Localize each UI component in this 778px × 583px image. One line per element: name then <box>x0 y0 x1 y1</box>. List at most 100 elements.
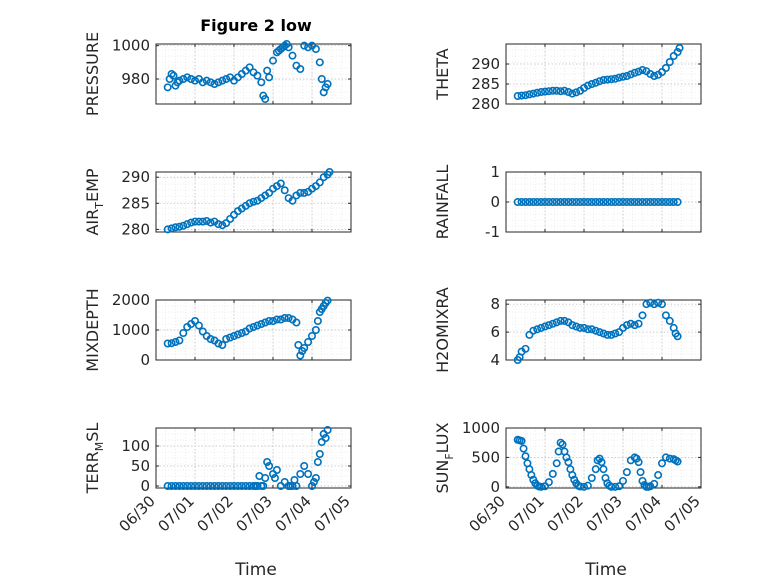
data-point <box>315 178 324 187</box>
data-point <box>579 198 588 207</box>
y-tick-label: 1000 <box>462 419 500 437</box>
data-point <box>583 81 592 90</box>
data-point <box>194 321 203 330</box>
data-point <box>595 198 604 207</box>
data-point <box>646 298 655 307</box>
data-point <box>171 223 180 232</box>
x-tick-label: 07/03 <box>583 492 626 535</box>
data-point <box>280 313 289 322</box>
data-point <box>544 87 553 96</box>
data-point <box>513 198 522 207</box>
data-point <box>313 316 322 325</box>
data-point <box>276 315 285 324</box>
data-point <box>222 481 231 490</box>
data-point <box>560 86 569 95</box>
data-point <box>198 481 207 490</box>
data-point <box>597 458 606 467</box>
data-point <box>521 198 530 207</box>
data-point <box>263 66 272 75</box>
data-point <box>237 481 246 490</box>
data-point <box>611 482 620 491</box>
data-point <box>272 315 281 324</box>
data-point <box>552 459 561 468</box>
y-tick-label: 280 <box>121 220 150 238</box>
data-point <box>175 76 184 85</box>
data-point <box>622 72 631 81</box>
data-point <box>226 333 235 342</box>
data-point <box>595 77 604 86</box>
data-point <box>630 321 639 330</box>
data-point <box>646 198 655 207</box>
data-point <box>230 481 239 490</box>
data-point <box>202 217 211 226</box>
data-point <box>634 319 643 328</box>
data-point <box>323 296 332 305</box>
y-tick-label: 2000 <box>112 291 150 309</box>
data-point <box>630 198 639 207</box>
data-point <box>579 482 588 491</box>
data-point <box>572 88 581 97</box>
data-point <box>222 75 231 84</box>
data-point <box>615 482 624 491</box>
data-point <box>521 91 530 100</box>
data-point <box>638 311 647 320</box>
chart-title: Figure 2 low <box>200 16 312 35</box>
data-point <box>595 328 604 337</box>
y-axis-label: THETA <box>433 48 452 100</box>
data-point <box>661 198 670 207</box>
data-point <box>603 330 612 339</box>
data-point <box>654 298 663 307</box>
data-point <box>560 198 569 207</box>
data-point <box>307 481 316 490</box>
data-point <box>657 459 666 468</box>
data-point <box>187 218 196 227</box>
data-point <box>300 188 309 197</box>
x-tick-label: 06/30 <box>116 492 159 535</box>
data-point <box>300 343 309 352</box>
data-point <box>183 73 192 82</box>
data-point <box>187 481 196 490</box>
data-point <box>187 75 196 84</box>
data-point <box>525 198 534 207</box>
data-point <box>527 471 536 480</box>
data-point <box>265 461 274 470</box>
data-point <box>288 51 297 60</box>
data-point <box>564 88 573 97</box>
data-point <box>591 465 600 474</box>
data-point <box>321 433 330 442</box>
data-point <box>548 198 557 207</box>
data-point <box>540 322 549 331</box>
data-point <box>294 340 303 349</box>
data-point <box>552 198 561 207</box>
axes-box <box>505 299 702 361</box>
data-point <box>533 198 542 207</box>
data-point <box>537 323 546 332</box>
y-axis-label: PRESSURE <box>83 32 102 116</box>
data-point <box>533 325 542 334</box>
y-tick-label: 500 <box>471 448 500 466</box>
x-tick-label: 06/30 <box>466 492 509 535</box>
data-point <box>245 63 254 72</box>
data-point <box>576 323 585 332</box>
y-tick-label: 8 <box>490 295 500 313</box>
data-point <box>272 465 281 474</box>
y-tick-label: 100 <box>121 437 150 455</box>
data-point <box>179 328 188 337</box>
data-point <box>572 322 581 331</box>
data-point <box>661 453 670 462</box>
y-tick-label: 280 <box>471 95 500 113</box>
data-point <box>576 482 585 491</box>
data-point <box>529 326 538 335</box>
data-point <box>556 316 565 325</box>
data-point <box>665 316 674 325</box>
data-point <box>587 80 596 89</box>
data-point <box>257 78 266 87</box>
data-point <box>268 56 277 65</box>
data-point <box>675 43 684 52</box>
data-point <box>179 221 188 230</box>
x-axis-label-right: Time <box>584 560 627 580</box>
x-tick-label: 07/04 <box>622 492 665 535</box>
data-point <box>233 330 242 339</box>
data-point <box>607 75 616 84</box>
data-point <box>307 331 316 340</box>
